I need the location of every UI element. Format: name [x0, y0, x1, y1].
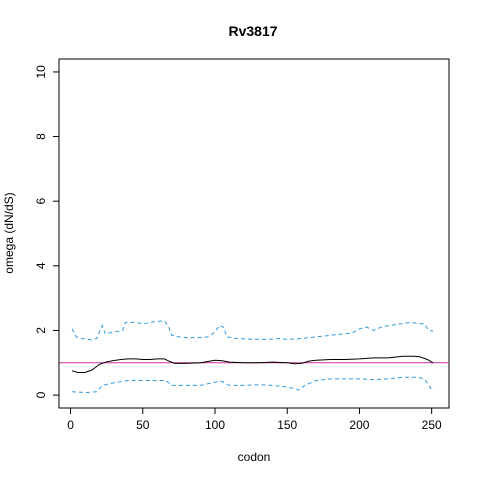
- y-axis: 0 2 4 6 8 10: [34, 65, 60, 398]
- y-tick-label: 6: [34, 198, 48, 205]
- x-axis-label: codon: [238, 450, 271, 464]
- y-tick-label: 2: [34, 327, 48, 334]
- y-tick-label: 8: [34, 133, 48, 140]
- x-tick-label: 0: [67, 418, 74, 432]
- x-tick-label: 100: [205, 418, 225, 432]
- series-line-upper-bound: [71, 320, 434, 341]
- y-tick-label: 10: [34, 65, 48, 79]
- series-line-estimate: [71, 355, 434, 373]
- y-axis-label: omega (dN/dS): [2, 192, 16, 273]
- series-line-lower-bound: [71, 376, 434, 394]
- series-layer: [71, 320, 434, 394]
- y-tick-label: 4: [34, 262, 48, 269]
- x-tick-label: 250: [422, 418, 442, 432]
- y-tick-label: 0: [34, 391, 48, 398]
- chart-title: Rv3817: [228, 23, 277, 39]
- x-tick-label: 50: [136, 418, 150, 432]
- x-tick-label: 200: [349, 418, 369, 432]
- x-axis: 0 50 100 150 200 250: [67, 407, 442, 432]
- x-tick-label: 150: [277, 418, 297, 432]
